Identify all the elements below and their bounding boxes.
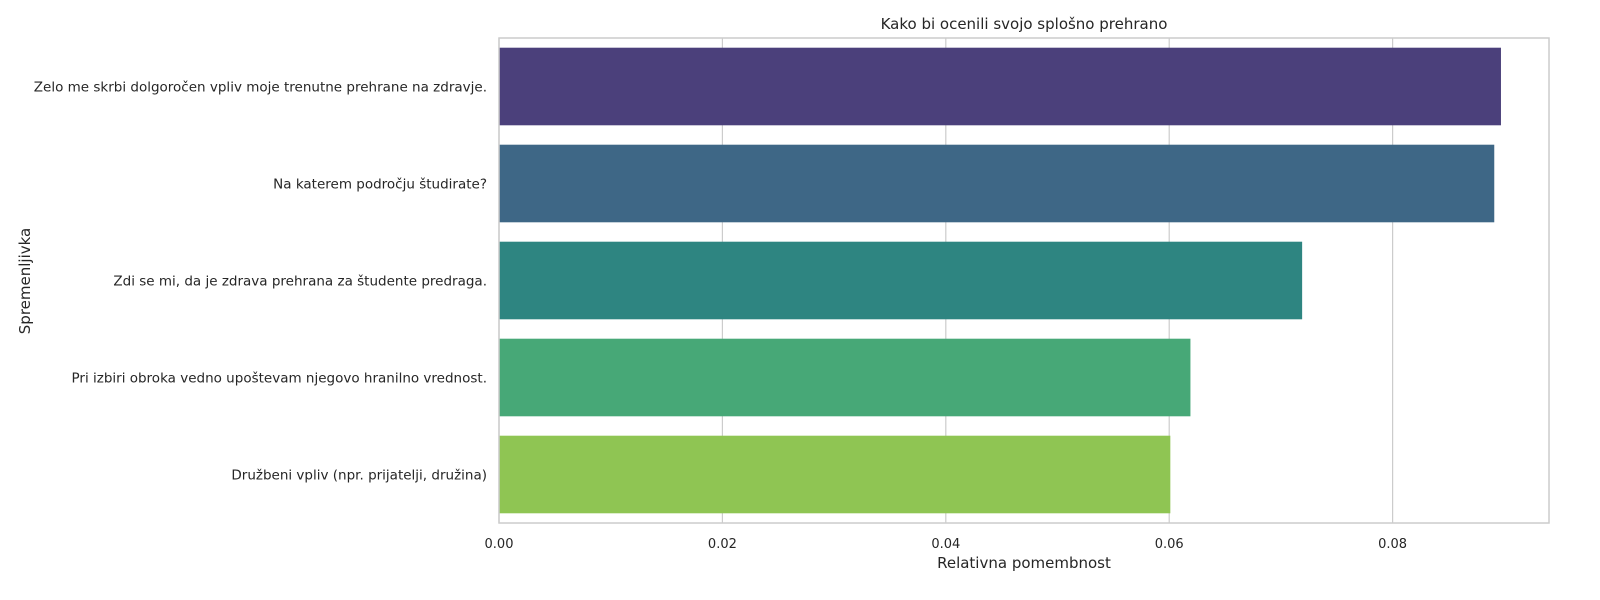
y-category-label: Pri izbiri obroka vedno upoštevam njegov… — [71, 371, 487, 387]
bar — [499, 144, 1495, 223]
x-tick-label: 0.02 — [708, 537, 737, 552]
y-category-labels: Zelo me skrbi dolgoročen vpliv moje tren… — [34, 80, 487, 484]
y-category-label: Zdi se mi, da je zdrava prehrana za štud… — [113, 274, 487, 290]
plot-frame — [498, 37, 1550, 524]
x-axis-label: Relativna pomembnost — [937, 554, 1111, 572]
y-category-label: Na katerem področju študirate? — [273, 177, 487, 193]
y-category-label: Družbeni vpliv (npr. prijatelji, družina… — [231, 468, 487, 484]
x-tick-label: 0.04 — [931, 537, 960, 552]
bars — [499, 47, 1501, 514]
y-axis-label: Spremenljivka — [16, 228, 34, 334]
x-tick-label: 0.06 — [1155, 537, 1184, 552]
chart-title: Kako bi ocenili svojo splošno prehrano — [881, 15, 1168, 33]
x-tick-label: 0.08 — [1378, 537, 1407, 552]
y-category-label: Zelo me skrbi dolgoročen vpliv moje tren… — [34, 80, 487, 96]
x-tick-labels: 0.00 0.02 0.04 0.06 0.08 — [485, 537, 1408, 552]
bar — [499, 241, 1303, 320]
bar — [499, 47, 1501, 126]
x-tick-label: 0.00 — [485, 537, 514, 552]
bar — [499, 338, 1191, 417]
bar — [499, 435, 1171, 514]
